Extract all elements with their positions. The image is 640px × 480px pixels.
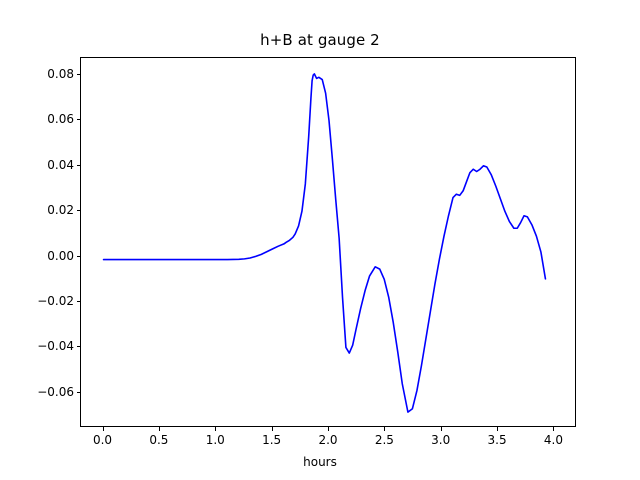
x-tick-mark — [328, 427, 329, 431]
y-tick-label: 0.02 — [47, 203, 74, 218]
x-tick-mark — [497, 427, 499, 431]
y-tick-mark — [76, 119, 80, 121]
y-tick-label: 0.06 — [47, 112, 74, 127]
plot-canvas — [102, 73, 547, 413]
x-tick-mark — [553, 427, 555, 431]
y-tick-mark — [76, 255, 80, 257]
chart-title: h+B at gauge 2 — [260, 31, 380, 49]
data-series-line — [102, 73, 547, 413]
y-tick-label: −0.04 — [37, 339, 74, 354]
y-tick-mark — [76, 164, 80, 166]
x-tick-mark — [102, 427, 104, 431]
plot-axes — [80, 57, 576, 427]
x-tick-mark — [158, 427, 160, 431]
y-tick-label: −0.02 — [37, 294, 74, 309]
x-tick-label: 2.0 — [318, 433, 338, 447]
x-tick-label: 3.0 — [431, 433, 451, 447]
y-tick-label: −0.06 — [37, 384, 74, 399]
x-tick-label: 0.0 — [92, 433, 113, 447]
y-tick-label: 0.08 — [47, 67, 74, 82]
y-tick-mark — [76, 210, 80, 212]
x-tick-label: 1.5 — [262, 433, 282, 447]
y-tick-label: 0.00 — [47, 248, 74, 263]
y-tick-label: 0.04 — [47, 157, 74, 172]
y-tick-mark — [76, 74, 80, 76]
x-tick-mark — [215, 427, 217, 431]
x-tick-label: 4.0 — [543, 433, 563, 447]
x-tick-label: 3.5 — [487, 433, 507, 447]
y-tick-mark — [76, 391, 80, 393]
x-tick-mark — [440, 427, 442, 431]
x-tick-mark — [271, 427, 273, 431]
x-axis-label: hours — [303, 455, 337, 469]
x-tick-label: 2.5 — [374, 433, 394, 447]
y-tick-mark — [76, 301, 80, 303]
x-tick-label: 0.5 — [149, 433, 169, 447]
x-tick-label: 1.0 — [205, 433, 225, 447]
y-tick-mark — [76, 346, 80, 348]
x-tick-mark — [384, 427, 386, 431]
